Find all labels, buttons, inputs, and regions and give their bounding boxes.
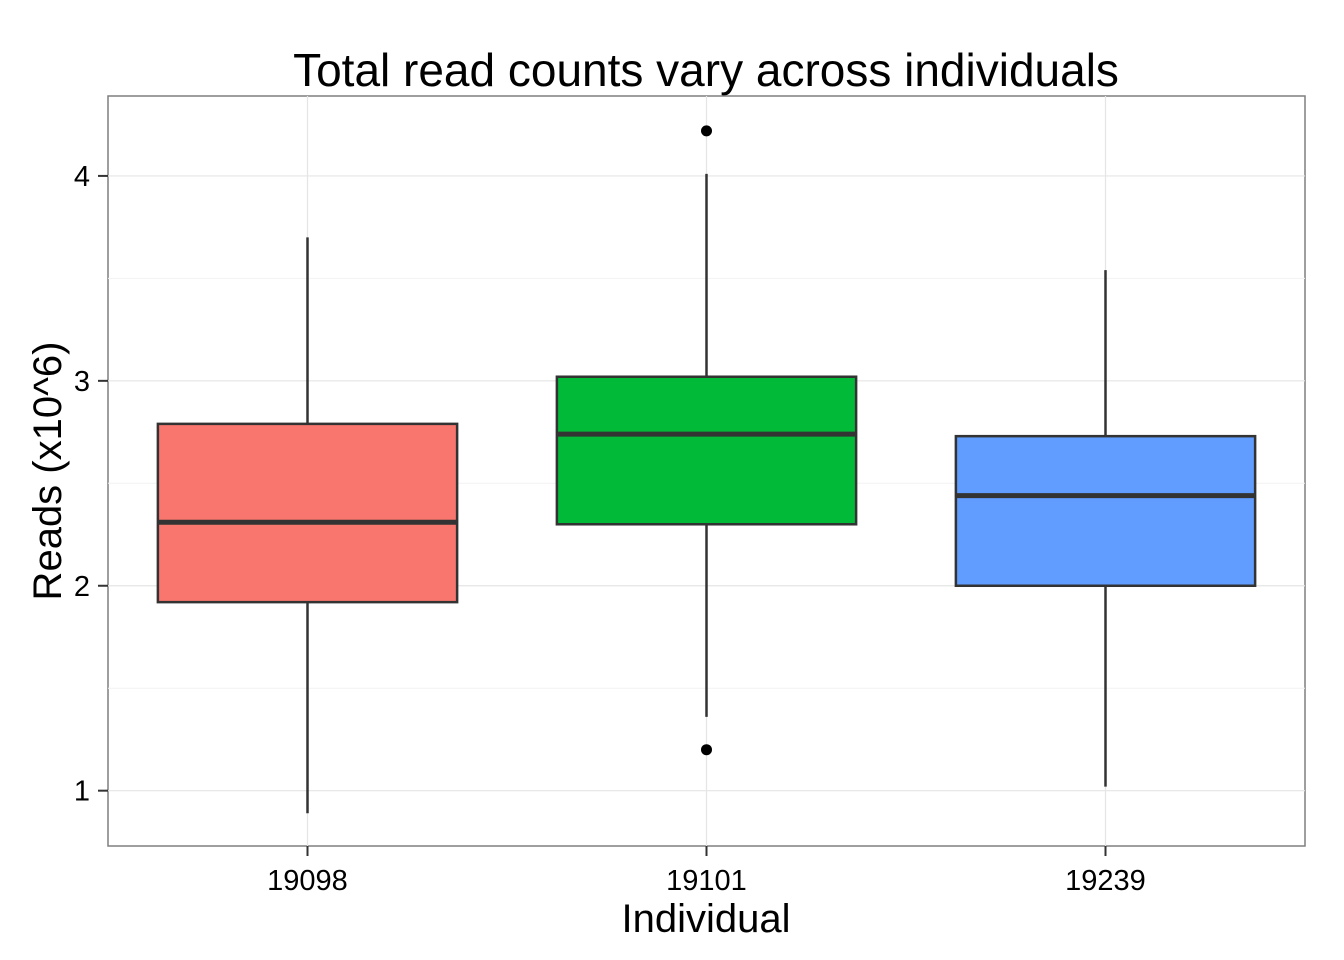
chart-title: Total read counts vary across individual… xyxy=(293,44,1119,96)
y-tick-label: 3 xyxy=(74,366,90,398)
outlier-point xyxy=(701,744,712,756)
box-19239 xyxy=(954,270,1257,787)
y-axis: 1 2 3 4 xyxy=(74,161,108,808)
box-iqr xyxy=(156,422,459,604)
x-axis: 19098 19101 19239 xyxy=(267,846,1146,897)
x-tick-label: 19098 xyxy=(267,865,348,897)
x-tick-label: 19101 xyxy=(666,865,747,897)
x-tick-label: 19239 xyxy=(1065,865,1146,897)
box-iqr xyxy=(954,434,1257,588)
box-iqr xyxy=(555,375,858,526)
box-series xyxy=(156,125,1257,814)
y-tick-label: 4 xyxy=(74,161,90,193)
box-19101 xyxy=(555,125,858,756)
box-19098 xyxy=(156,237,459,814)
y-tick-label: 2 xyxy=(74,571,90,603)
y-axis-title: Reads (x10^6) xyxy=(26,342,70,601)
y-tick-label: 1 xyxy=(74,776,90,808)
outlier-point xyxy=(701,125,712,137)
x-axis-title: Individual xyxy=(621,897,790,941)
